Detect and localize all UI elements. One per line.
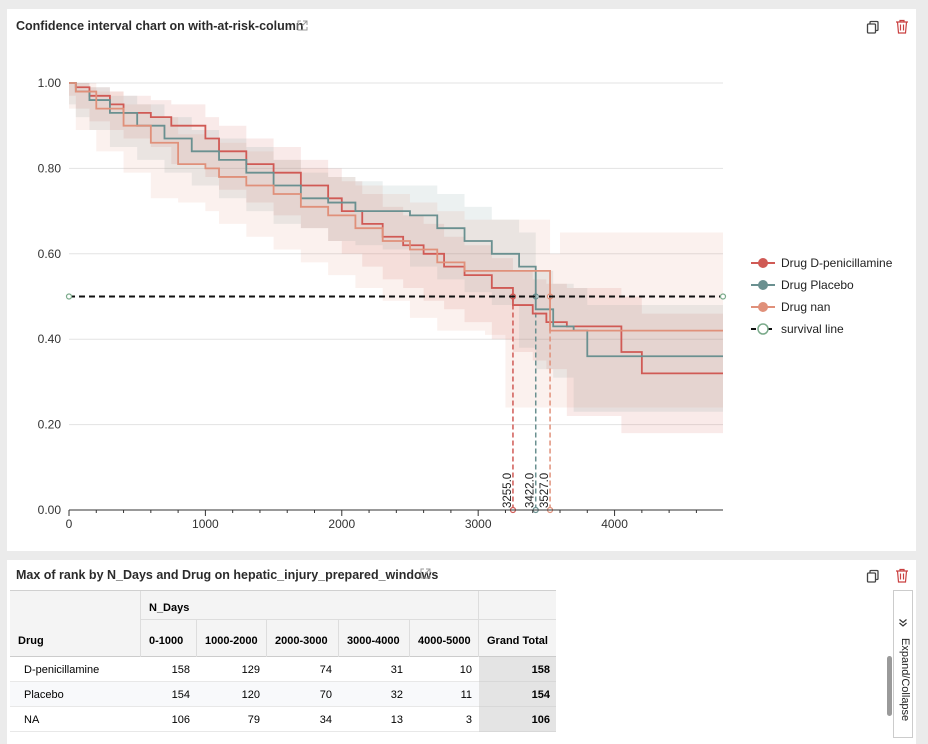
header-divider: [196, 620, 197, 657]
expand-collapse-button[interactable]: [893, 590, 913, 738]
series-line: [69, 82, 723, 358]
table-header-band: [10, 591, 556, 657]
x-tick-label: 2000: [328, 517, 355, 531]
chart-panel: Confidence interval chart on with-at-ris…: [7, 9, 916, 551]
row-label: NA: [24, 714, 40, 726]
y-tick-label: 1.00: [38, 76, 62, 90]
series-line: [69, 82, 723, 375]
y-tick-label: 0.00: [38, 503, 62, 517]
x-tick-label: 0: [66, 517, 73, 531]
copy-icon[interactable]: [866, 569, 880, 583]
y-tick-label: 0.80: [38, 161, 62, 175]
table-cell: 34: [319, 714, 332, 726]
table-panel-title: Max of rank by N_Days and Drug on hepati…: [16, 568, 439, 582]
table-cell: 11: [460, 689, 472, 701]
y-tick-label: 0.40: [38, 332, 62, 346]
header-divider: [141, 619, 556, 620]
column-header: 0-1000: [149, 635, 184, 647]
table-cell: 106: [171, 714, 190, 726]
x-tick-label: 1000: [192, 517, 219, 531]
y-tick-label: 0.60: [38, 247, 62, 261]
header-divider: [140, 591, 141, 657]
column-header: 3000-4000: [347, 635, 400, 647]
external-link-icon[interactable]: [297, 20, 308, 31]
median-label: 3255.0: [502, 473, 514, 508]
survival-chart: 3255.0 3422.0 3527.0 0.00 0.20 0.40 0.60 0.80 1…: [38, 76, 893, 531]
header-divider: [338, 620, 339, 657]
grand-total-cell-bg: [479, 657, 556, 682]
header-divider: [478, 591, 479, 619]
table-cell: 129: [241, 664, 260, 676]
median-label: 3422.0: [525, 473, 537, 508]
table-cell: 3: [465, 714, 472, 726]
grand-total-value: 158: [531, 664, 550, 676]
table-cell: 79: [247, 714, 260, 726]
external-link-icon[interactable]: [420, 568, 431, 579]
legend-item: survival line: [751, 322, 844, 336]
legend-label: Drug Placebo: [781, 278, 854, 292]
row-label: D-penicillamine: [24, 664, 100, 676]
survival-marker: [719, 293, 727, 300]
legend-swatch-marker: [758, 302, 768, 312]
legend-swatch-marker: [758, 258, 768, 268]
copy-icon[interactable]: [866, 20, 880, 34]
pivot-table: N_Days Drug 0-1000 1000-2000 2000-3000 3000…: [10, 590, 556, 739]
trash-icon[interactable]: [895, 568, 909, 583]
legend-swatch-marker: [758, 280, 768, 290]
grand-total-value: 154: [531, 689, 550, 701]
column-header: 4000-5000: [418, 635, 471, 647]
table-row: [10, 682, 479, 707]
header-divider: [409, 620, 410, 657]
legend-label: survival line: [781, 322, 844, 336]
x-tick-label: 4000: [601, 517, 628, 531]
table-panel: Max of rank by N_Days and Drug on hepati…: [7, 560, 916, 744]
expand-collapse-label: Expand/Collapse: [899, 638, 911, 722]
chart-panel-title: Confidence interval chart on with-at-ris…: [16, 19, 304, 33]
legend-label: Drug D-penicillamine: [781, 256, 893, 270]
col-group-label: N_Days: [149, 602, 190, 614]
median-label: 3527.0: [539, 473, 551, 508]
row-header-label: Drug: [18, 635, 44, 647]
x-tick-label: 3000: [465, 517, 492, 531]
confidence-band: [69, 83, 723, 408]
table-cell: 120: [241, 689, 260, 701]
table-cell: 31: [390, 664, 403, 676]
table-cell: 154: [171, 689, 190, 701]
header-divider: [266, 620, 267, 657]
legend-item: Drug nan: [751, 300, 830, 314]
table-scrollbar[interactable]: [887, 656, 892, 716]
column-header: 2000-3000: [275, 635, 328, 647]
table-cell: 32: [390, 689, 403, 701]
header-divider: [478, 620, 479, 657]
y-tick-label: 0.20: [38, 418, 62, 432]
confidence-band: [69, 83, 723, 412]
row-label: Placebo: [24, 689, 64, 701]
chevron-double-down-icon: [899, 619, 907, 627]
trash-icon[interactable]: [895, 19, 909, 34]
legend-swatch-marker: [757, 323, 769, 335]
table-row: [10, 657, 479, 682]
grand-total-cell-bg: [479, 707, 556, 732]
grand-total-value: 106: [531, 714, 550, 726]
grand-total-cell-bg: [479, 682, 556, 707]
table-cell: 70: [319, 689, 332, 701]
legend-label: Drug nan: [781, 300, 830, 314]
table-cell: 10: [459, 664, 472, 676]
legend-item: Drug D-penicillamine: [751, 256, 893, 270]
column-header: 1000-2000: [205, 635, 258, 647]
survival-marker: [65, 293, 73, 300]
table-cell: 158: [171, 664, 190, 676]
legend-item: Drug Placebo: [751, 278, 854, 292]
table-cell: 74: [319, 664, 332, 676]
column-header: Grand Total: [487, 635, 548, 647]
table-row: [10, 707, 479, 732]
confidence-band: [69, 83, 723, 434]
table-cell: 13: [390, 714, 403, 726]
series-line: [69, 82, 723, 332]
